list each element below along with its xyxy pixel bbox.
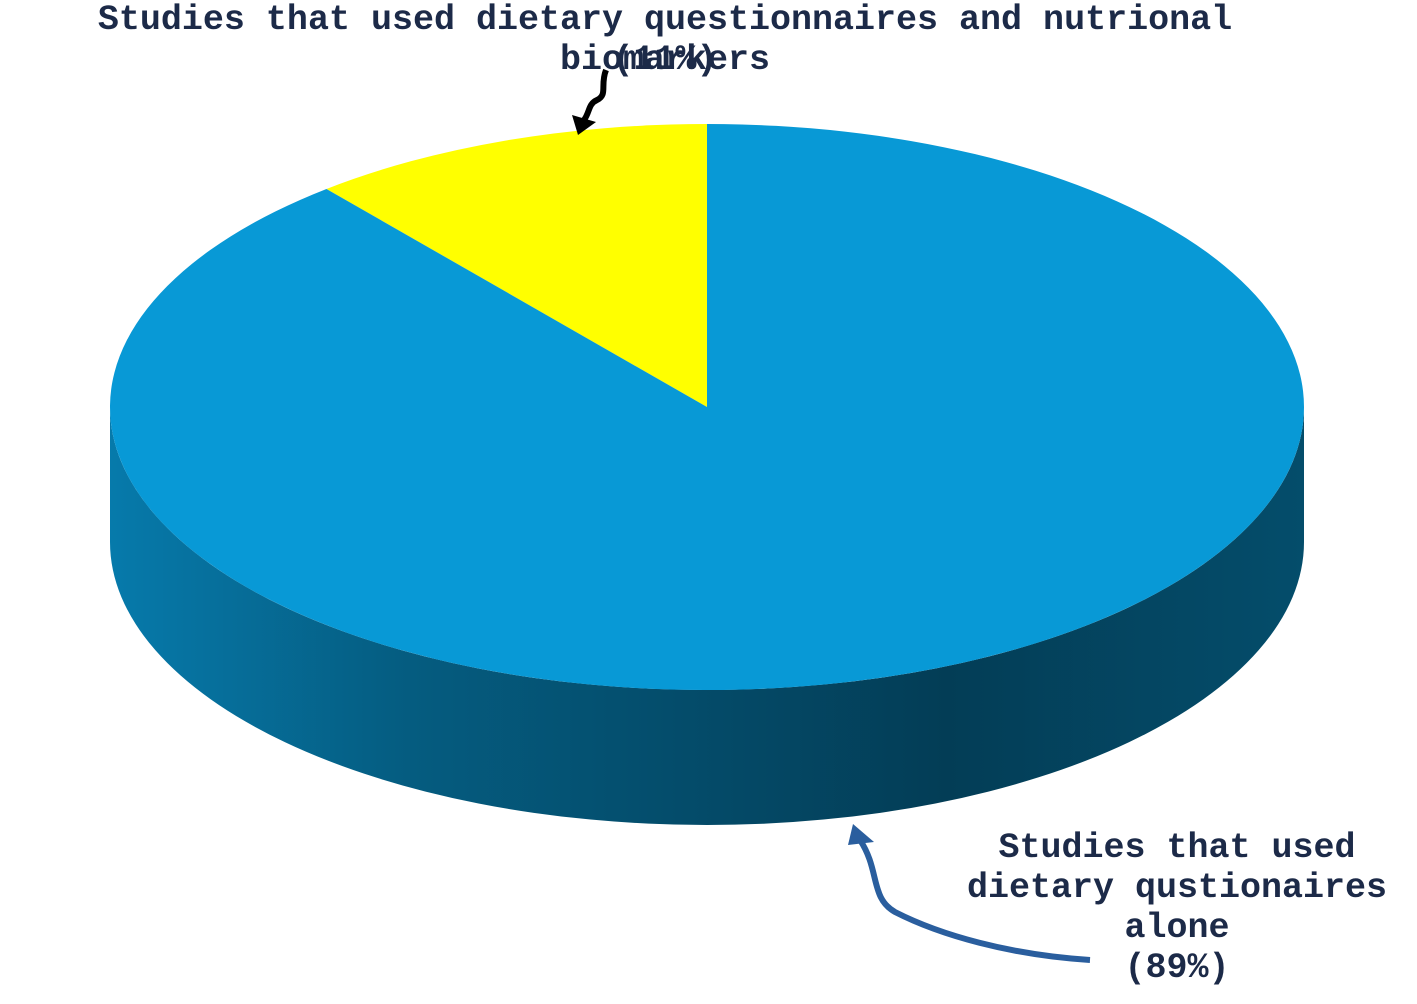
- pie-tops: [109, 124, 1304, 691]
- callout-arrow: [581, 68, 609, 122]
- pie-sides: [110, 407, 1304, 825]
- slice-label: Studies that used dietary questionnaires…: [97, 0, 1233, 80]
- slice-value-label: (89%): [1124, 948, 1230, 988]
- callout-arrow: [857, 838, 1091, 963]
- slice-label: Studies that used dietary qustionaires a…: [966, 828, 1388, 948]
- pie-slice: [109, 124, 1304, 691]
- pie-slice: [326, 124, 707, 407]
- arrow-head: [848, 824, 874, 845]
- pie-slice-side: [110, 407, 1304, 825]
- arrow-head: [572, 115, 596, 135]
- slice-value-label: (11%): [612, 40, 718, 80]
